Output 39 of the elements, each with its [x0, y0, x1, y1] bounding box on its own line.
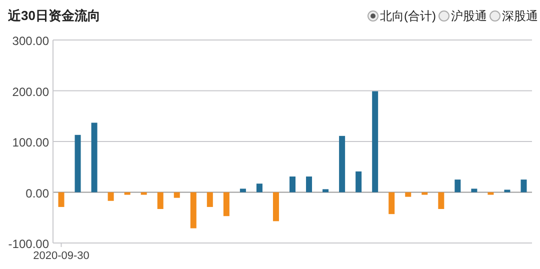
bar	[422, 192, 428, 195]
chart-title: 近30日资金流向	[7, 8, 100, 23]
bar	[504, 190, 510, 192]
x-tick-label: 2020-09-30	[33, 250, 90, 262]
bar	[256, 184, 262, 192]
y-tick-label: 0.00	[26, 186, 50, 200]
y-tick-label: 300.00	[12, 34, 50, 48]
bar	[223, 192, 230, 216]
bar	[471, 188, 478, 192]
bar	[454, 180, 461, 192]
bar	[190, 192, 196, 228]
y-tick-label: -100.00	[8, 237, 50, 251]
y-tick-label: 100.00	[12, 136, 50, 150]
bar	[356, 171, 362, 192]
bar	[124, 192, 130, 195]
bar	[339, 136, 346, 192]
bar	[372, 91, 378, 192]
bar	[405, 192, 412, 197]
bar	[108, 192, 114, 201]
bar	[206, 192, 213, 207]
y-tick-label: 200.00	[12, 84, 50, 99]
text: 深股通	[502, 9, 538, 23]
bar	[240, 188, 246, 192]
bar	[306, 176, 312, 192]
text: 沪股通	[451, 9, 487, 23]
bar	[91, 122, 98, 192]
bar	[322, 189, 329, 192]
bar	[140, 192, 147, 195]
bar	[58, 192, 64, 207]
bar	[174, 192, 180, 198]
bar	[290, 176, 296, 192]
bar	[520, 180, 527, 192]
bar	[157, 192, 164, 209]
bar	[272, 192, 279, 222]
bar	[74, 134, 81, 192]
bar	[438, 192, 444, 209]
bar	[488, 192, 494, 195]
text: 北向(合计)	[380, 9, 436, 23]
bar	[388, 192, 395, 214]
